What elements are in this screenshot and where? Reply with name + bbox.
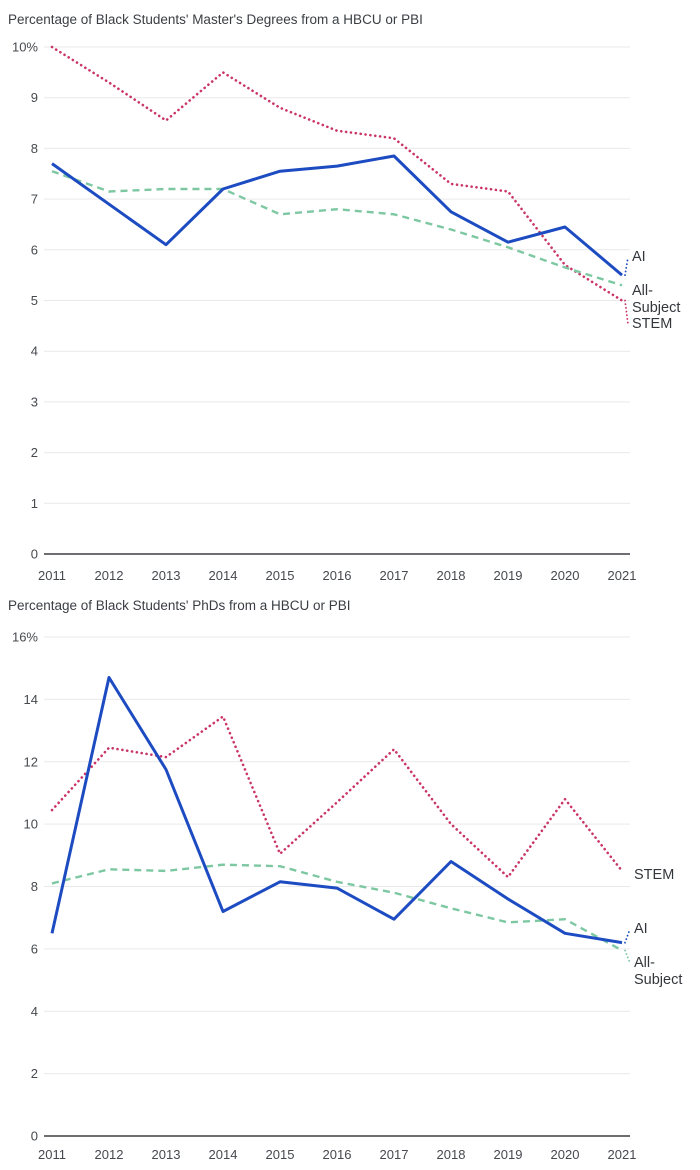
masters-chart: 0 1 2 3 4 5 6 7 8 9 10% 2011 2012 2013 2014 2015 2016 201… bbox=[12, 40, 680, 584]
masters-ai-leader-line bbox=[624, 256, 629, 277]
masters-x-tick-label: 2019 bbox=[494, 568, 523, 583]
phd-y-tick-label: 4 bbox=[31, 1004, 38, 1019]
phd-y-tick-label: 0 bbox=[31, 1129, 38, 1144]
masters-x-tick-label: 2011 bbox=[38, 568, 66, 583]
masters-all-subject-line bbox=[51, 170, 623, 287]
phd-x-tick-label: 2013 bbox=[152, 1147, 181, 1162]
masters-x-tick-label: 2018 bbox=[437, 568, 466, 583]
phd-y-tick-label: 12 bbox=[24, 754, 38, 769]
phd-x-tick-label: 2019 bbox=[494, 1147, 523, 1162]
phd-x-tick-label: 2020 bbox=[551, 1147, 580, 1162]
masters-y-tick-label: 9 bbox=[31, 90, 38, 105]
phd-x-tick-label: 2017 bbox=[380, 1147, 409, 1162]
masters-y-tick-label: 0 bbox=[31, 547, 38, 562]
phd-all-subject-line bbox=[51, 863, 623, 952]
phd-all-subject-leader-line bbox=[624, 949, 631, 964]
phd-all-subject-label: All-Subject bbox=[634, 955, 682, 988]
phd-chart: 0 2 4 6 8 10 12 14 16% 2011 2012 2013 2014 2015 2016 20… bbox=[12, 630, 682, 1163]
phd-y-tick-label: 14 bbox=[24, 692, 38, 707]
masters-x-tick-label: 2020 bbox=[551, 568, 580, 583]
phd-y-tick-label: 10 bbox=[24, 817, 38, 832]
phd-y-tick-label: 6 bbox=[31, 941, 38, 956]
phd-y-tick-label: 16% bbox=[12, 630, 38, 645]
masters-y-tick-label: 7 bbox=[31, 192, 38, 207]
masters-y-tick-label: 4 bbox=[31, 344, 38, 359]
masters-x-tick-label: 2015 bbox=[266, 568, 295, 583]
phd-ai-line bbox=[50, 676, 623, 945]
masters-y-tick-label: 6 bbox=[31, 242, 38, 257]
phd-ai-label: AI bbox=[634, 921, 648, 937]
phd-y-tick-label: 8 bbox=[31, 879, 38, 894]
phd-x-tick-label: 2016 bbox=[323, 1147, 352, 1162]
phd-ai-leader-line bbox=[624, 928, 631, 944]
phd-stem-label: STEM bbox=[634, 867, 674, 883]
masters-y-tick-label: 2 bbox=[31, 445, 38, 460]
phd-x-tick-label: 2018 bbox=[437, 1147, 466, 1162]
masters-x-tick-label: 2014 bbox=[209, 568, 238, 583]
phd-y-tick-label: 2 bbox=[31, 1066, 38, 1081]
phd-chart-title: Percentage of Black Students' PhDs from … bbox=[8, 598, 351, 613]
masters-y-tick-label: 1 bbox=[31, 496, 38, 511]
masters-ai-label: AI bbox=[632, 249, 646, 265]
phd-x-tick-label: 2012 bbox=[95, 1147, 124, 1162]
masters-chart-title: Percentage of Black Students' Master's D… bbox=[8, 12, 423, 27]
phd-x-tick-label: 2015 bbox=[266, 1147, 295, 1162]
masters-x-tick-label: 2016 bbox=[323, 568, 352, 583]
masters-y-tick-label: 8 bbox=[31, 141, 38, 156]
phd-x-tick-label: 2021 bbox=[608, 1147, 637, 1162]
masters-x-tick-label: 2021 bbox=[608, 568, 637, 583]
phd-stem-line bbox=[50, 715, 624, 879]
masters-stem-label: STEM bbox=[632, 316, 672, 332]
masters-stem-line bbox=[50, 45, 624, 302]
phd-x-tick-label: 2014 bbox=[209, 1147, 238, 1162]
masters-all-subject-label: All-Subject bbox=[632, 283, 680, 316]
masters-y-tick-label: 10% bbox=[12, 40, 38, 55]
masters-y-tick-label: 3 bbox=[31, 394, 38, 409]
masters-stem-leader-line bbox=[624, 299, 629, 325]
masters-x-tick-label: 2012 bbox=[95, 568, 124, 583]
masters-x-tick-label: 2017 bbox=[380, 568, 409, 583]
masters-x-tick-label: 2013 bbox=[152, 568, 181, 583]
masters-y-tick-label: 5 bbox=[31, 293, 38, 308]
masters-ai-line bbox=[51, 154, 623, 277]
phd-x-tick-label: 2011 bbox=[38, 1147, 66, 1162]
